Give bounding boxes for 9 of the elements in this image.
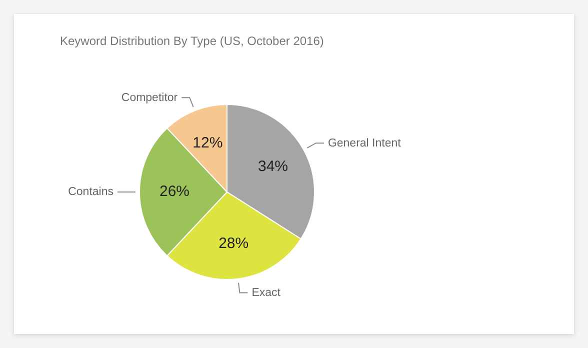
data-label: 12%: [192, 134, 223, 152]
slice-label: Contains: [68, 186, 114, 198]
data-label: 28%: [218, 235, 249, 252]
slice-label: General Intent: [328, 137, 402, 150]
data-label: 26%: [159, 183, 190, 200]
slice-label: Competitor: [121, 92, 178, 104]
slice-label: Exact: [252, 286, 282, 299]
data-label: 34%: [258, 158, 288, 175]
chart-title: Keyword Distribution By Type (US, October 2016): [60, 34, 324, 48]
